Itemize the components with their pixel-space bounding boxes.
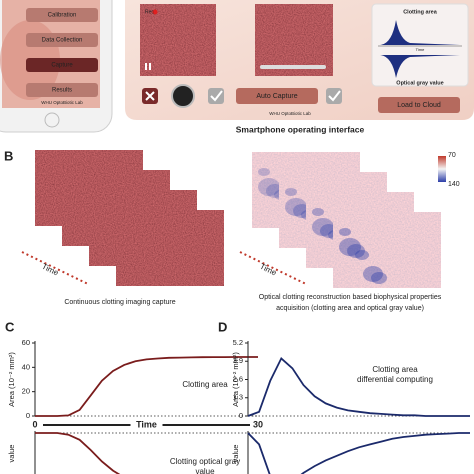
- menu-label: Calibration: [48, 13, 77, 19]
- pause: [145, 63, 147, 70]
- colorbar: [438, 156, 446, 182]
- x-tick-bg: [250, 419, 266, 431]
- menu-button[interactable]: [26, 58, 98, 72]
- y-axis-label: Area (10⁻² mm²): [7, 352, 16, 407]
- progress-bar: [260, 65, 326, 69]
- ok-button[interactable]: [208, 88, 224, 104]
- ok-button[interactable]: [326, 88, 342, 104]
- clot-spot: [258, 168, 270, 176]
- cancel-icon: [145, 91, 155, 101]
- annotation: Clotting area: [182, 380, 228, 389]
- caption-a: Smartphone operating interface: [236, 124, 365, 134]
- y-tick-label: 40: [22, 362, 30, 371]
- rec-text: Rec: [145, 9, 154, 15]
- screen-2: [255, 4, 333, 76]
- y-tick-label: 0: [26, 411, 30, 420]
- screen-gray: Optical gray value: [396, 80, 443, 86]
- clot-spot: [285, 198, 307, 216]
- menu: Calibration Data Collection Capture Results: [26, 8, 98, 97]
- mini-area: [380, 20, 460, 45]
- caption-b-right: acquisition (clotting area and optical g…: [276, 305, 424, 312]
- panel-label: C: [5, 319, 15, 334]
- caption-b-left: Continuous clotting imaging capture: [64, 299, 175, 306]
- load-button[interactable]: [378, 97, 460, 113]
- clot-spot: [258, 178, 280, 196]
- home-button: [44, 112, 60, 128]
- y-tick-label: 1.3: [233, 393, 243, 402]
- clot-spot: [312, 208, 324, 216]
- auto-capture-text: Auto Capture: [256, 93, 297, 100]
- menu-button[interactable]: [26, 33, 98, 47]
- auto-capture-button[interactable]: [236, 88, 318, 104]
- x-label-bg: [130, 419, 163, 431]
- image-stack: [251, 151, 442, 289]
- time-label: Time: [258, 262, 278, 278]
- y-tick-label: 20: [22, 387, 30, 396]
- annotation: value: [195, 467, 215, 474]
- mini-gray: [380, 55, 460, 78]
- colorbar-tick: 70: [448, 152, 456, 159]
- clot-spot: [363, 266, 383, 282]
- series-line: [35, 356, 258, 417]
- y-tick-label: 60: [22, 338, 30, 347]
- ok-icon: [328, 90, 341, 102]
- x-tick-bg: [27, 419, 43, 431]
- menu-label: Capture: [51, 63, 73, 69]
- y-axis-label: Area (10⁻² mm²): [231, 352, 240, 407]
- y-axis-label: value: [231, 445, 240, 463]
- lab-text: WHU OptoBiotic Lab: [41, 100, 83, 105]
- screen-time: Time: [416, 47, 426, 52]
- screen-1: [140, 4, 216, 76]
- y-tick-label: 2.6: [233, 374, 243, 383]
- caption-b-right: Optical clotting reconstruction based bi…: [259, 294, 442, 301]
- rec-dot: [152, 9, 158, 15]
- lab-text: WHU OptoBiotic Lab: [269, 111, 311, 116]
- y-tick-label: 3.9: [233, 356, 243, 365]
- annotation: Clotting optical gray: [170, 457, 240, 466]
- image-stack: [34, 149, 225, 287]
- clot-spot: [339, 238, 361, 256]
- time-label: Time: [40, 262, 60, 278]
- panel-label: B: [4, 148, 13, 163]
- screen-title: Clotting area: [403, 9, 438, 15]
- time-arrow: [239, 251, 307, 285]
- x-axis-label: Time: [136, 419, 157, 429]
- shutter-button[interactable]: [171, 84, 195, 108]
- menu-button[interactable]: [26, 83, 98, 97]
- clot-spot: [285, 188, 297, 196]
- colorbar-tick: 140: [448, 181, 460, 188]
- x-tick-label: 0: [32, 419, 37, 429]
- frame: [332, 211, 442, 289]
- menu-button[interactable]: [26, 8, 98, 22]
- ok-icon: [210, 90, 223, 102]
- annotation: differential computing: [357, 375, 433, 384]
- load-text: Load to Cloud: [397, 102, 441, 109]
- menu-label: Data Collection: [42, 38, 83, 44]
- menu-label: Results: [52, 88, 72, 94]
- series-line: [247, 432, 470, 474]
- clot-spot: [339, 228, 351, 236]
- x-tick-label: 30: [253, 419, 263, 429]
- y-tick-label: 0: [239, 411, 243, 420]
- series-line: [35, 432, 121, 474]
- controls: [142, 84, 460, 113]
- frame: [115, 209, 225, 287]
- panel-label: D: [218, 319, 227, 334]
- series-line: [247, 356, 470, 417]
- clot-spot: [312, 218, 334, 236]
- clot-spot: [347, 244, 365, 258]
- pause: [149, 63, 151, 70]
- y-tick-label: 5.2: [233, 338, 243, 347]
- time-arrow: [21, 251, 89, 285]
- annotation: Clotting area: [372, 365, 418, 374]
- clot-spot: [371, 272, 387, 284]
- y-axis-label: value: [7, 445, 16, 463]
- clot-spot: [355, 250, 369, 260]
